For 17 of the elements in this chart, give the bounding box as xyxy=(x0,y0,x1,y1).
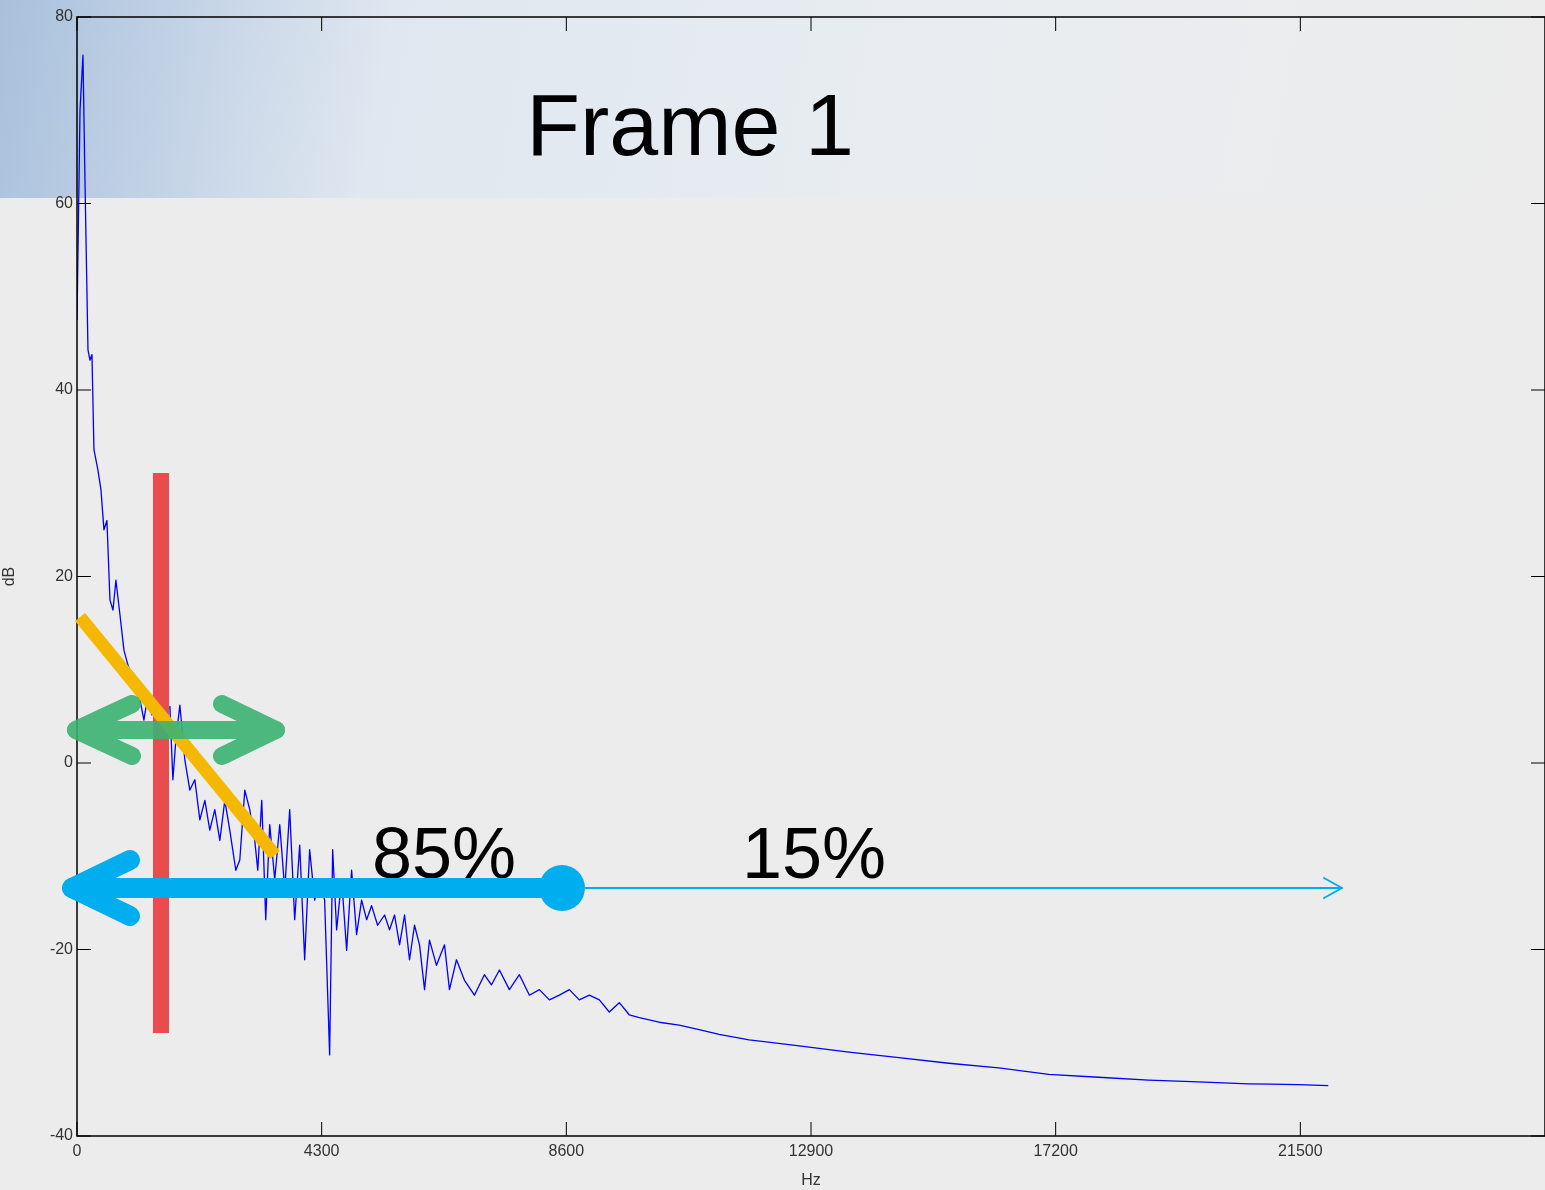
x-axis-title: Hz xyxy=(801,1170,821,1188)
x-tick-label: 4300 xyxy=(303,1142,340,1160)
x-tick-label: 8600 xyxy=(548,1142,585,1160)
x-tick-label: 17200 xyxy=(1033,1142,1079,1160)
y-axis-title: dB xyxy=(0,566,18,587)
x-tick-label: 12900 xyxy=(788,1142,834,1160)
y-tick-label: -40 xyxy=(49,1126,74,1144)
annotation: 15% xyxy=(742,813,887,893)
y-tick-label: 60 xyxy=(55,193,74,211)
y-tick-label: 80 xyxy=(55,7,74,25)
annotation: 85% xyxy=(372,813,517,893)
text: Frame 1 xyxy=(526,75,854,174)
x-tick-label: 21500 xyxy=(1278,1142,1323,1160)
y-tick-label: 40 xyxy=(55,380,74,398)
y-tick-label: 20 xyxy=(55,566,74,584)
y-tick-label: -20 xyxy=(49,939,74,957)
y-tick-label: 0 xyxy=(64,753,74,771)
